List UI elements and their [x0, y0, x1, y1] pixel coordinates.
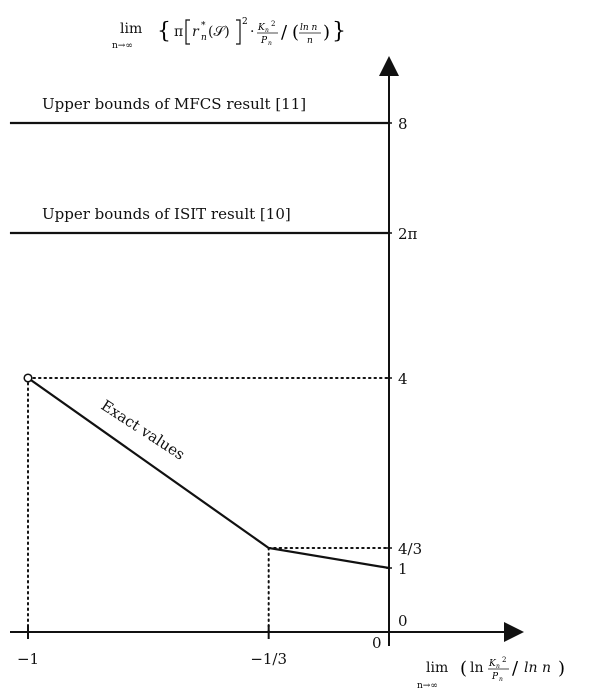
svg-text:*: * — [201, 21, 206, 31]
x-tick-label-0: −1 — [17, 650, 39, 668]
open-endpoint-marker — [23, 373, 33, 383]
svg-text:r: r — [192, 24, 200, 40]
y-tick-label-2: 4/3 — [398, 540, 422, 558]
y-axis-title: lim n→∞ { π r * n (𝒮) 2 · K n 2 P n / ( … — [112, 17, 346, 51]
series-label-isit: Upper bounds of ISIT result [10] — [42, 205, 291, 223]
svg-text:): ) — [323, 22, 330, 43]
svg-text:2: 2 — [502, 656, 506, 664]
y-tick-label-5: 8 — [398, 115, 408, 133]
series-label-mfcs: Upper bounds of MFCS result [11] — [42, 95, 306, 113]
series-line-0 — [27, 377, 390, 570]
svg-text:n: n — [201, 33, 207, 43]
y-tick-label-4: 2π — [398, 225, 418, 243]
svg-text:ln: ln — [470, 660, 484, 676]
x-tick-labels: −1 −1/3 — [17, 625, 287, 668]
svg-text:/: / — [512, 658, 519, 679]
svg-text:n→∞: n→∞ — [112, 41, 133, 51]
svg-text:n: n — [496, 663, 500, 670]
svg-text:ln n: ln n — [524, 660, 551, 676]
guide-lines — [27, 377, 390, 633]
svg-text:): ) — [558, 658, 565, 679]
svg-text:2: 2 — [242, 17, 248, 27]
origin-label: 0 — [372, 634, 382, 652]
svg-text:}: } — [332, 19, 346, 44]
svg-text:K: K — [488, 659, 497, 669]
svg-text:(: ( — [292, 22, 299, 43]
svg-text:(: ( — [460, 658, 467, 679]
svg-text:ln n: ln n — [300, 23, 318, 33]
svg-text:lim: lim — [120, 21, 142, 37]
y-tick-label-0: 0 — [398, 612, 408, 630]
svg-text:{: { — [157, 19, 171, 44]
svg-text:n: n — [268, 40, 272, 47]
y-tick-labels: 0 1 4/3 4 2π 8 — [386, 115, 422, 630]
svg-text:n: n — [499, 676, 503, 683]
svg-text:·: · — [250, 24, 254, 40]
svg-text:π: π — [174, 24, 183, 40]
y-tick-label-1: 1 — [398, 560, 408, 578]
svg-text:n: n — [307, 36, 313, 46]
axes — [10, 56, 524, 646]
svg-text:n→∞: n→∞ — [417, 681, 438, 691]
series-label-exact: Exact values — [98, 396, 188, 463]
svg-text:/: / — [281, 22, 288, 43]
svg-text:lim: lim — [426, 660, 448, 676]
svg-text:n: n — [265, 27, 269, 34]
svg-text:K: K — [257, 23, 266, 33]
svg-text:P: P — [491, 672, 499, 682]
svg-text:P: P — [260, 36, 268, 46]
y-tick-label-3: 4 — [398, 370, 408, 388]
series-group — [9, 121, 390, 570]
svg-text:(𝒮): (𝒮) — [208, 24, 230, 40]
x-tick-label-1: −1/3 — [250, 650, 287, 668]
x-axis-title: lim n→∞ ( ln K n 2 P n / ln n ) — [417, 656, 565, 691]
svg-text:2: 2 — [271, 20, 275, 28]
